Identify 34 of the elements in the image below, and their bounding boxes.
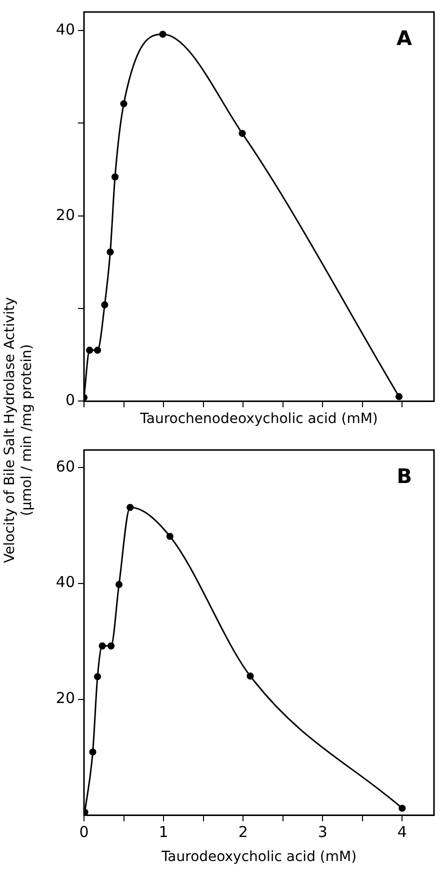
point [115,580,123,588]
y-tick-label: 60 [56,457,75,476]
point [86,346,94,354]
x-axis-title: Taurochenodeoxycholic acid (mM) [139,411,378,428]
point [101,301,108,308]
point [94,673,102,680]
point [238,130,246,137]
point [120,100,128,108]
point [126,504,134,511]
point [246,672,254,680]
y-tick-label: 20 [56,689,75,708]
x-tick-label: 1 [158,823,168,842]
point [94,346,102,354]
annotation: A [396,26,413,50]
x-tick-label: 2 [238,823,248,842]
y-tick-label: 40 [56,20,75,38]
y-tick-label: 0 [65,391,75,410]
annotation: B [396,464,412,488]
point [395,393,403,400]
point [398,804,406,812]
y-tick-label: 40 [56,573,75,592]
y-tick-label: 20 [56,206,75,224]
x-tick-label: 4 [397,823,407,842]
point [106,248,114,256]
x-tick-label: 0 [79,823,89,842]
point [89,748,96,756]
y-axis-title: Velocity of Bile Salt Hydrolase Activity (μmol / min /mg protein) [2,296,36,565]
x-tick-label: 3 [318,823,328,842]
point [166,532,174,540]
point [159,30,166,38]
point [107,642,115,650]
point [111,173,119,180]
point [98,642,106,650]
x-axis-title: Taurodeoxycholic acid (mM) [160,849,357,866]
